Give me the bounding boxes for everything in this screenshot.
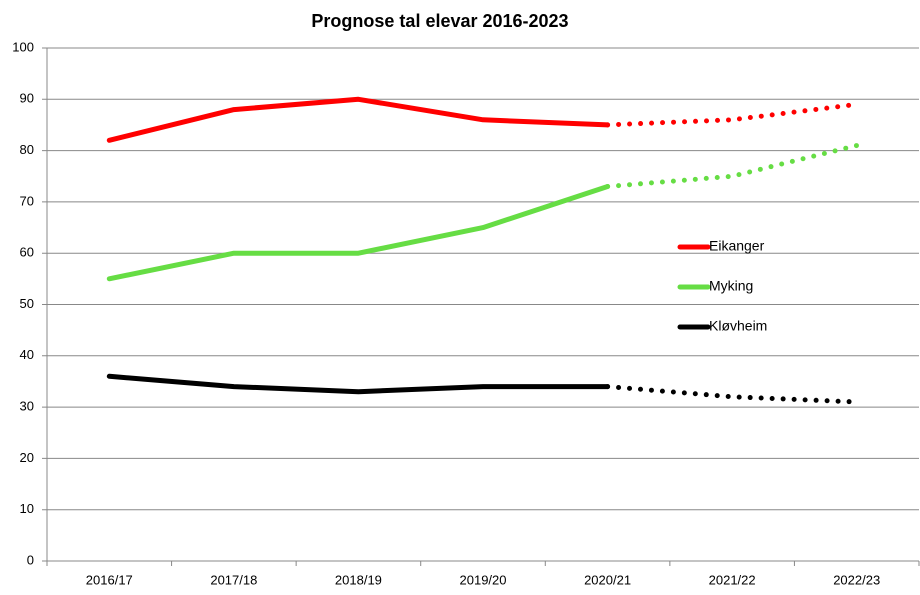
chart-title: Prognose tal elevar 2016-2023	[311, 11, 568, 31]
y-tick-label: 10	[20, 501, 34, 516]
y-tick-label: 100	[12, 39, 34, 54]
y-tick-label: 30	[20, 399, 34, 414]
y-tick-label: 60	[20, 245, 34, 260]
forecast-line	[605, 143, 860, 189]
y-tick-label: 50	[20, 296, 34, 311]
forecast-line	[605, 384, 860, 405]
x-tick-label: 2019/20	[460, 572, 507, 587]
y-tick-label: 0	[27, 552, 34, 567]
y-tick-label: 40	[20, 347, 34, 362]
y-tick-label: 90	[20, 91, 34, 106]
y-tick-label: 80	[20, 142, 34, 157]
x-tick-label: 2022/23	[833, 572, 880, 587]
legend-label: Eikanger	[709, 238, 765, 254]
series-line	[106, 184, 611, 282]
series-line	[106, 96, 611, 143]
x-tick-label: 2020/21	[584, 572, 631, 587]
y-tick-label: 70	[20, 193, 34, 208]
x-tick-label: 2017/18	[210, 572, 257, 587]
x-tick-label: 2016/17	[86, 572, 133, 587]
series-line	[106, 373, 611, 395]
x-tick-label: 2021/22	[709, 572, 756, 587]
legend-label: Myking	[709, 278, 753, 294]
legend-label: Kløvheim	[709, 318, 767, 334]
y-tick-label: 20	[20, 450, 34, 465]
x-tick-label: 2018/19	[335, 572, 382, 587]
forecast-line	[605, 101, 860, 128]
